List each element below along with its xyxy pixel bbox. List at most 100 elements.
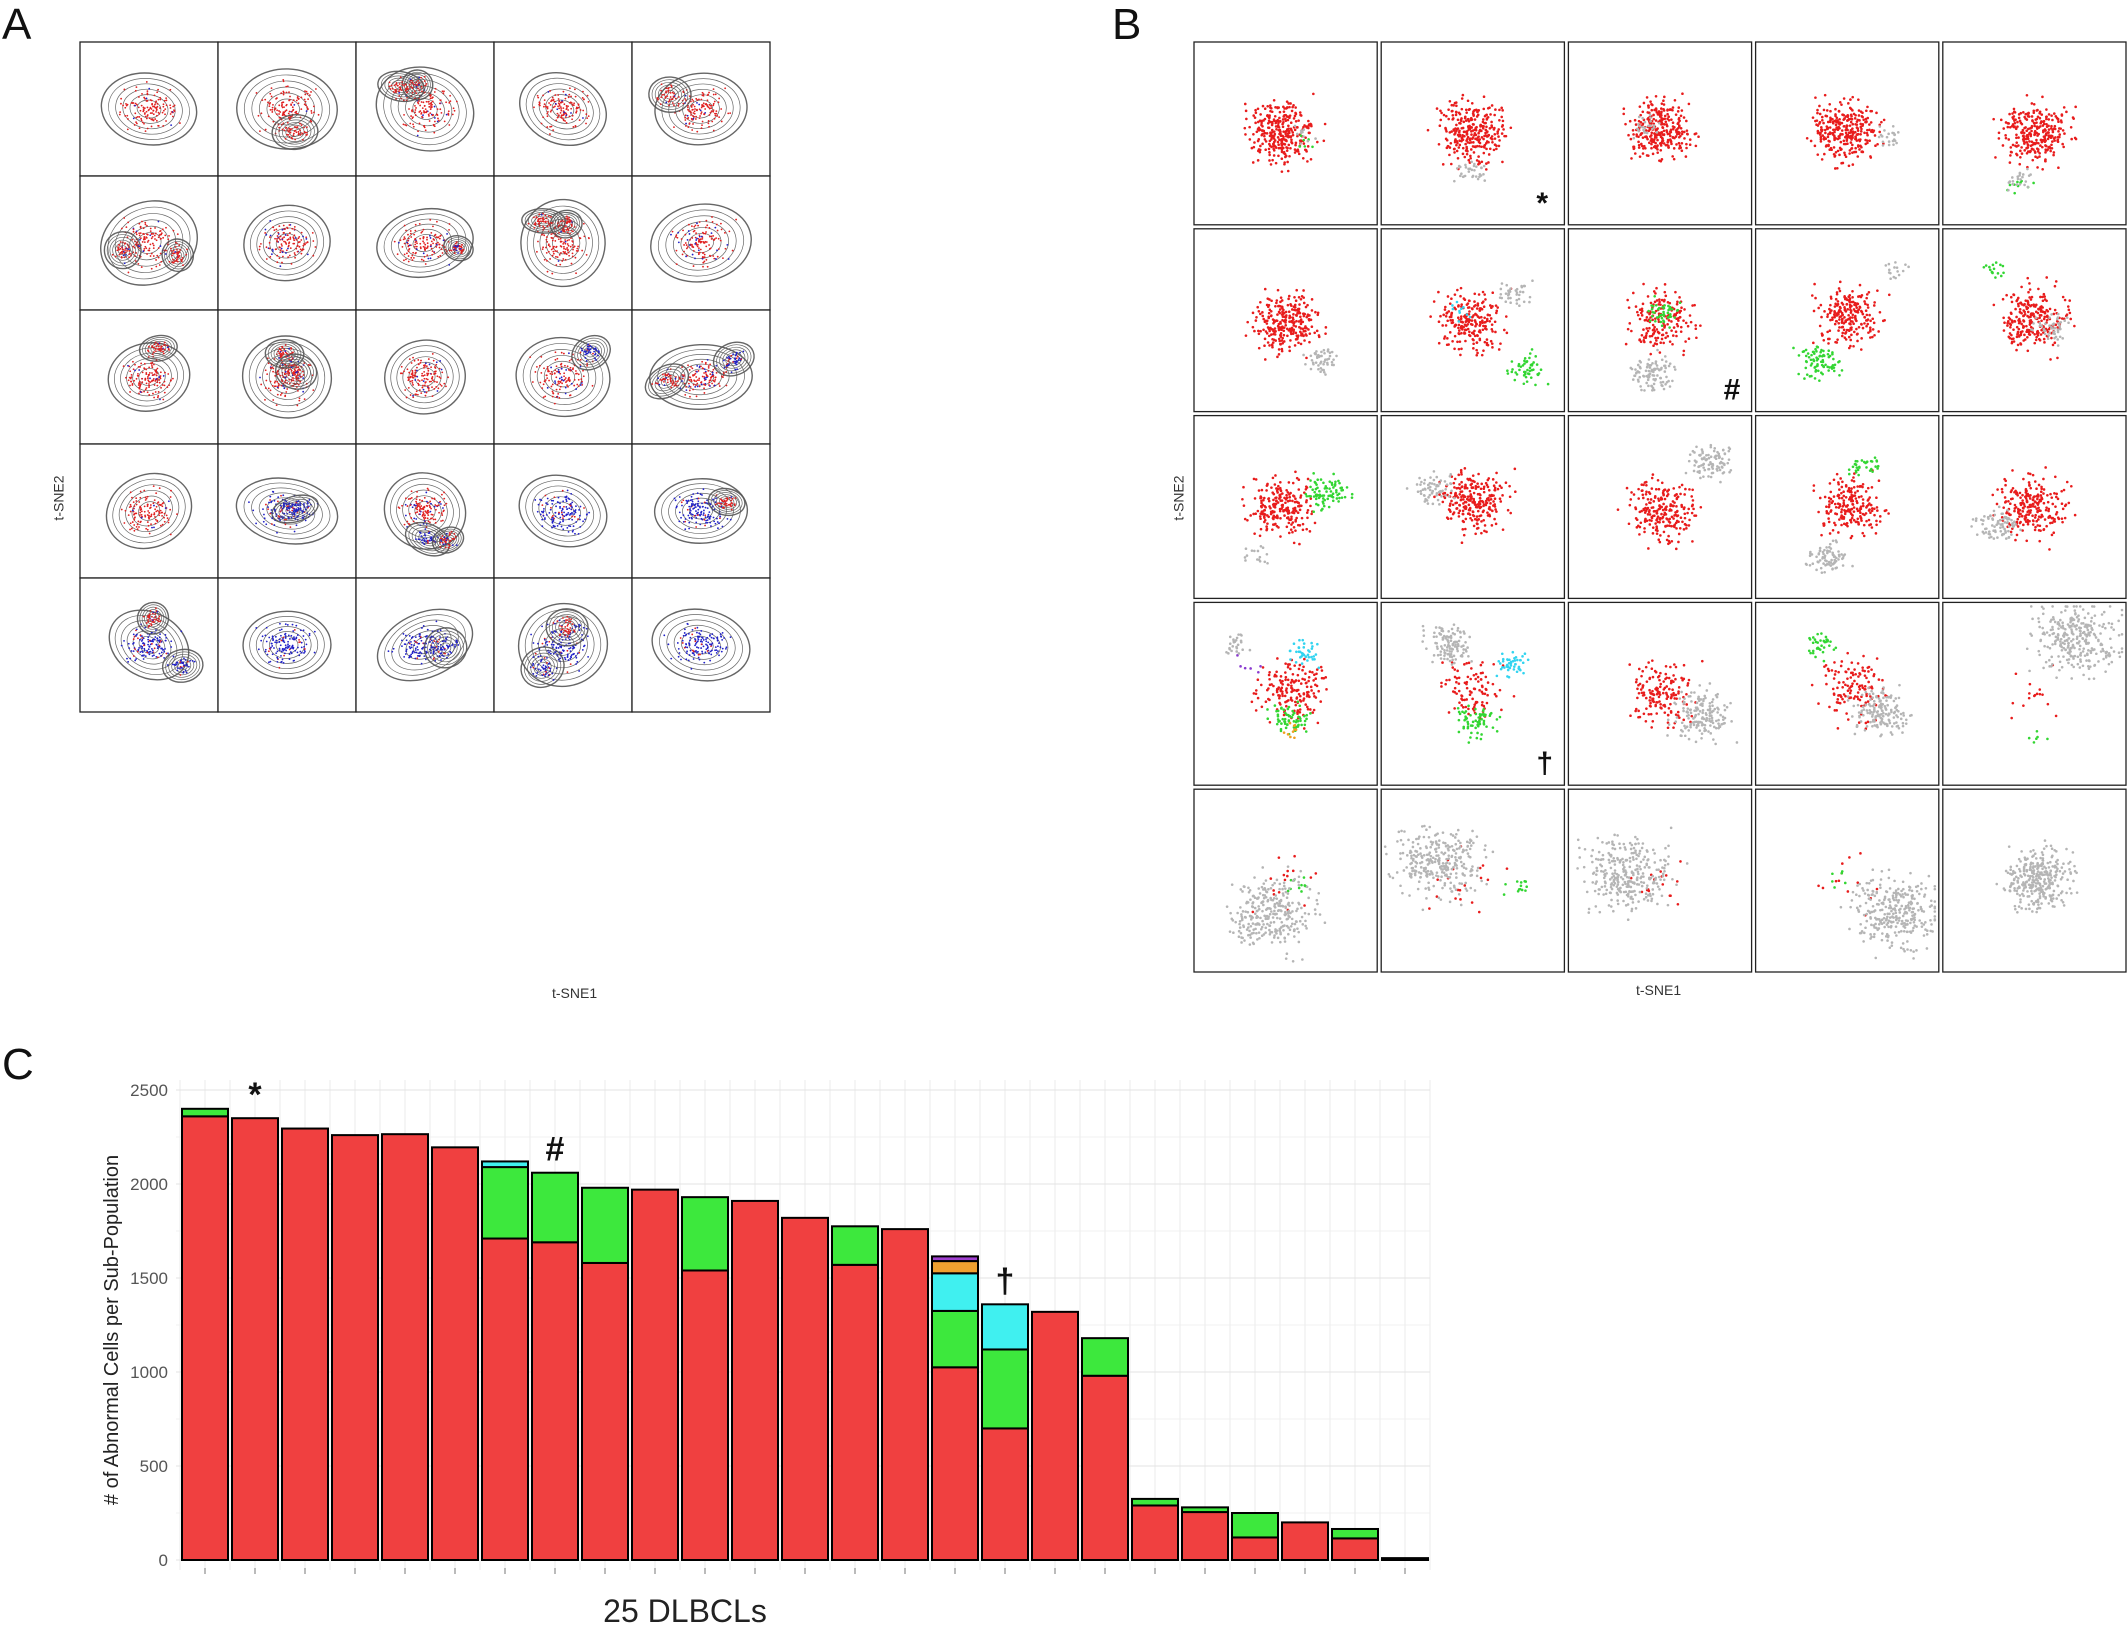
panel-a-point [681,642,684,644]
panel-a-point [153,105,156,108]
panel-a-point [412,650,414,653]
panel-a-point [431,386,433,389]
panel-a-point [682,514,685,517]
panel-a-point [715,371,718,374]
panel-a-point [554,369,557,372]
panel-a-point [735,218,738,221]
panel-a-point [426,505,429,507]
panel-a-point [440,493,443,496]
panel-a-point [566,526,569,529]
panel-a-point [712,109,715,112]
panel-a-point [433,234,436,237]
panel-a-point [134,104,136,107]
panel-a-point [137,648,140,651]
panel-a-point [567,244,570,247]
panel-a-point [555,119,558,122]
panel-a-point [424,510,427,513]
panel-a-point [696,130,699,133]
panel-a-point [157,645,159,648]
panel-a-point [564,93,567,96]
panel-a-point [399,76,402,79]
panel-a-point [579,358,582,361]
panel-a-point [415,245,418,248]
panel-a-point [414,90,416,93]
panel-a-point [583,235,586,238]
panel-a-point [676,642,679,644]
panel-a-contour [236,68,338,150]
panel-a-point [415,518,418,520]
panel-a-point [701,637,704,639]
panel-a-point [148,345,150,348]
panel-a-point [257,114,260,117]
panel-a-point [568,352,570,355]
panel-a-point [180,659,182,662]
panel-a-point [563,247,565,250]
panel-a-point [730,499,733,502]
panel-a-point [675,234,678,237]
panel-a-point [569,525,572,528]
panel-b-point [1259,113,1262,116]
panel-a-point [425,650,427,653]
panel-a-contour [648,76,692,113]
panel-a-point [703,256,706,259]
panel-a-point [132,117,135,120]
panel-a-point [406,520,409,523]
panel-a-point [278,257,281,260]
panel-a-point [687,126,690,129]
panel-a-point [696,502,699,505]
panel-a-contour [112,239,134,261]
panel-a-point [128,256,130,259]
panel-a-point [683,632,686,634]
panel-a-point [453,532,456,535]
panel-a-point [571,513,573,515]
panel-a-point [582,90,584,93]
panel-a-point [452,537,455,540]
panel-a-contour [114,347,184,407]
panel-a-point [691,253,694,256]
panel-a-point [721,631,724,634]
panel-a-point [154,227,156,229]
panel-a-contour [574,337,608,368]
panel-a-point [678,378,681,380]
panel-a-point [411,382,414,384]
panel-a-contour [707,487,746,517]
panel-a-point [404,497,407,500]
panel-a-point [147,620,150,623]
panel-a-contour [522,343,604,411]
panel-a-point [560,525,563,528]
panel-a-point [151,651,154,654]
panel-a-point [414,393,417,396]
panel-a-point [398,90,400,93]
panel-a-contour [682,94,720,124]
panel-a-point [155,655,158,658]
panel-a-point [581,97,584,99]
panel-a-point [163,344,166,346]
panel-a-point [145,387,148,389]
panel-a-point [532,642,535,644]
panel-a-point [422,252,425,255]
panel-a-point [550,370,553,373]
panel-a-point [294,125,296,128]
panel-a-point [716,249,718,252]
panel-a-point [291,106,294,109]
panel-a-point [278,638,281,641]
panel-a-point [283,348,286,351]
panel-a-point [167,373,170,375]
panel-a-point [447,646,450,649]
panel-a-point [692,652,695,655]
panel-a-point [155,378,158,380]
panel-a-point [407,255,410,257]
panel-a-point [556,108,559,111]
panel-a-point [293,629,296,631]
panel-a-point [159,524,162,527]
panel-a-point [684,114,687,117]
panel-a-point [288,517,290,519]
panel-a-point [551,526,553,529]
panel-a-point [702,639,705,641]
panel-a-point [575,110,578,113]
panel-a-point [148,386,150,389]
panel-a-point [288,110,291,113]
panel-a-contour [689,99,713,119]
panel-a-point [176,253,179,256]
panel-a-point [454,247,457,250]
